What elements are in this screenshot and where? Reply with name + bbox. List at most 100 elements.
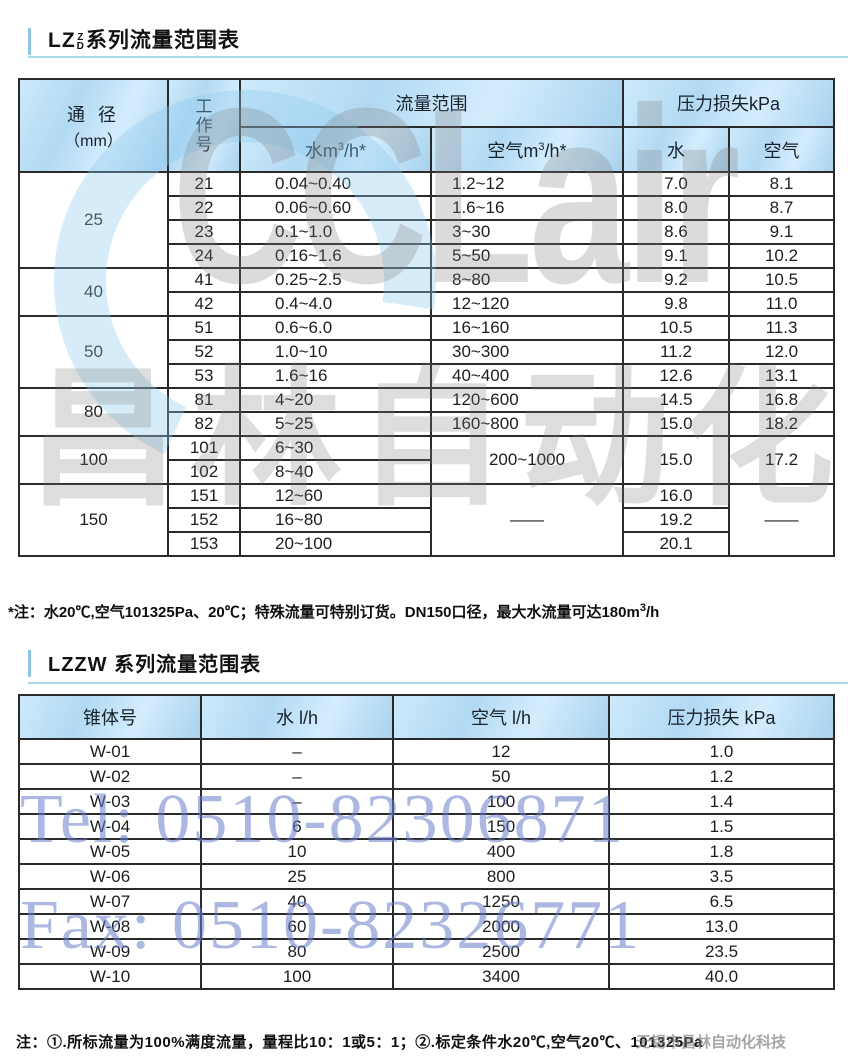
table-row: 100 101 6~30 200~1000 15.0 17.2 [18,435,835,485]
table-cell: 16.0 [622,483,730,509]
table-cell: 1.4 [608,788,835,815]
table-row: 42 0.4~4.0 12~120 9.8 11.0 [19,291,835,317]
table-cell: 4~20 [239,387,432,413]
table1-footnote: *注：水20℃,空气101325Pa、20℃；特殊流量可特别订货。DN150口径… [8,601,659,622]
title2-underline [28,682,848,684]
table-cell: 25 [200,863,394,890]
table-cell: 1.8 [608,838,835,865]
table-cell: 23 [167,219,241,245]
table-cell: 8~40 [239,459,432,485]
table-cell: 0.25~2.5 [239,267,432,293]
table-row: W-05 10 400 1.8 [18,838,835,865]
table-cell: 15.0 [622,411,730,437]
table-cell: 1.0 [608,738,835,765]
table-cell: 2000 [392,913,610,940]
table-cell: 51 [167,315,241,341]
table-cell: 11.3 [728,315,835,341]
air-unit-pre: 空气m [487,140,539,161]
table-cell: 12 [392,738,610,765]
table-row: W-07 40 1250 6.5 [18,888,835,915]
title2-accent-bar [28,650,31,677]
table-cell: 21 [167,171,241,197]
footnote1-text: *注：水20℃,空气101325Pa、20℃；特殊流量可特别订货。DN150口径… [8,604,640,621]
table-cell: 11.2 [622,339,730,365]
table-row: 50 51 0.6~6.0 16~160 10.5 11.3 [18,315,835,389]
table-cell: W-09 [18,938,202,965]
table-row: W-02–50 1.2 [18,763,835,790]
table-cell: 0.06~0.60 [239,195,432,221]
header-diameter-label: 通 径 [66,104,120,125]
footnote1-sup: 3 [639,602,646,614]
header-air-lh: 空气 l/h [392,694,610,740]
table-row: 25 21 0.04~0.40 1.2~12 7.0 8.1 [18,171,835,269]
header-water-lh: 水 l/h [200,694,394,740]
table-cell: —— [728,483,835,557]
table-cell: 152 [167,507,241,533]
table-cell: 10.5 [728,267,835,293]
table2-title: LZZW 系列流量范围表 [48,654,262,676]
table-cell: 1.6~16 [239,363,432,389]
table-cell: 800 [392,863,610,890]
table-cell: 101 [167,435,241,461]
table-cell: 160~800 [430,411,624,437]
table-cell: 1250 [392,888,610,915]
table-cell: 6~30 [239,435,432,461]
table-cell: 1.0~10 [239,339,432,365]
header-flow-range: 流量范围 [239,78,624,128]
table-cell: W-02 [18,763,202,790]
table-cell: W-05 [18,838,202,865]
table-cell: 150 [18,483,169,557]
table-cell: 5~50 [430,243,624,269]
table-cell: 120~600 [430,387,624,413]
water-unit-sup: 3 [337,140,345,153]
table-cell: 10.5 [622,315,730,341]
air-unit-post: /h* [544,140,567,161]
header-water-m3h: 水m3/h* [239,126,432,173]
table-row: W-09 80 2500 23.5 [18,938,835,965]
table-row: 150 151 12~60 —— 16.0 —— [18,483,835,557]
table-row: 82 5~25 160~800 15.0 18.2 [19,411,835,437]
table-cell: W-06 [18,863,202,890]
table-cell: 17.2 [728,435,835,485]
table-cell: 1.6~16 [430,195,624,221]
table-cell: 14.5 [622,387,730,413]
table-cell: 20.1 [622,531,730,557]
table-row: 40 41 0.25~2.5 8~80 9.2 10.5 [18,267,835,317]
table-cell: 20~100 [239,531,432,557]
title1-accent-bar [28,28,31,55]
title1-prefix: LZ [48,29,76,52]
header-diameter: 通 径 （mm） [18,78,169,173]
header-work-no-char: 号 [195,135,213,154]
table-row: W-10 100 3400 40.0 [18,963,835,990]
table-cell: 40 [200,888,394,915]
table-cell: 12~120 [430,291,624,317]
table-cell: 100 [392,788,610,815]
table-cell: 1.2~12 [430,171,624,197]
header-pressure-water: 水 [622,126,730,173]
header-diameter-unit: （mm） [64,132,123,150]
table-row: 153 20~100 20.1 [19,531,834,557]
header-work-no-char: 工 [195,97,213,116]
table-row: 152 16~80 19.2 [19,507,834,533]
table-cell: 0.6~6.0 [239,315,432,341]
water-unit-post: /h* [344,140,367,161]
header-pressure-loss-kpa: 压力损失 kPa [608,694,835,740]
header-pressure-loss: 压力损失kPa [622,78,835,128]
table-cell: – [200,788,394,815]
table-cell: W-10 [18,963,202,990]
table-cell: 100 [200,963,394,990]
title1-stack-bottom: D [76,41,85,52]
table-row: 24 0.16~1.6 5~50 9.1 10.2 [19,243,835,269]
table-row: W-04 6 150 1.5 [18,813,835,840]
table-cell: 41 [167,267,241,293]
title1-underline [28,56,848,58]
table-cell: 50 [18,315,169,389]
table-cell: 1.5 [608,813,835,840]
table-cell: 22 [167,195,241,221]
table-cell: 0.16~1.6 [239,243,432,269]
table-cell: 16.8 [728,387,835,413]
table-cell: 153 [167,531,241,557]
table-row: W-06 25 800 3.5 [18,863,835,890]
table-cell: 6 [200,813,394,840]
table-cell: 2500 [392,938,610,965]
